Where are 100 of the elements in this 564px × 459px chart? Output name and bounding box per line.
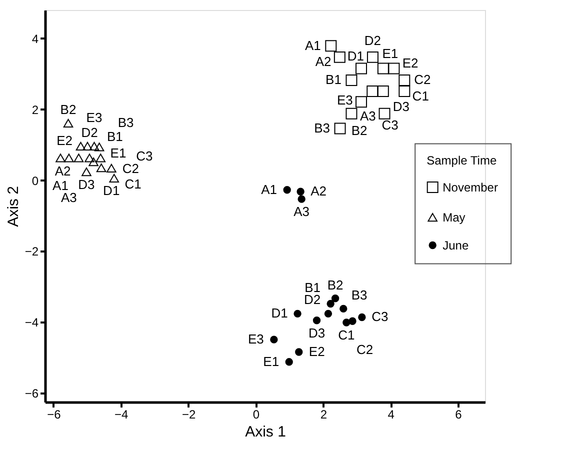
data-label: E3 — [86, 110, 102, 126]
legend-title: Sample Time — [426, 153, 497, 168]
y-tick-label: −4 — [24, 316, 39, 330]
data-label: A2 — [54, 163, 71, 178]
x-tick-label: 2 — [320, 408, 328, 422]
data-label: C3 — [382, 118, 398, 133]
x-tick-label: 6 — [455, 408, 462, 422]
point — [356, 62, 368, 74]
y-tick-label: 4 — [32, 32, 39, 46]
point — [109, 174, 120, 182]
point — [356, 96, 368, 108]
point — [346, 108, 358, 120]
x-tick-label: −6 — [47, 408, 62, 422]
point — [84, 154, 94, 162]
legend-label: November — [442, 180, 498, 194]
data-label: A3 — [360, 108, 376, 124]
x-tick-label: −2 — [182, 408, 196, 422]
y-tick-label: 2 — [32, 102, 39, 117]
point — [270, 336, 278, 344]
point — [96, 164, 106, 172]
legend-label: June — [442, 238, 469, 252]
point — [325, 40, 337, 52]
data-label: C1 — [124, 176, 142, 192]
point — [285, 358, 293, 366]
point — [312, 316, 321, 324]
data-label: E1 — [263, 354, 280, 369]
y-tick-label: −2 — [24, 244, 39, 259]
data-label: E1 — [382, 46, 398, 61]
legend-label: May — [442, 210, 466, 224]
point — [82, 142, 92, 151]
data-label: B3 — [351, 287, 368, 302]
point — [377, 62, 389, 74]
point — [326, 300, 334, 308]
point — [96, 154, 106, 162]
point — [342, 318, 350, 326]
point — [82, 167, 92, 176]
data-label: E1 — [110, 146, 126, 161]
data-label: A2 — [310, 184, 327, 199]
point — [348, 317, 356, 325]
point — [366, 51, 378, 63]
point — [64, 154, 74, 162]
point — [294, 310, 302, 318]
data-label: A2 — [315, 54, 332, 70]
point — [398, 85, 410, 97]
data-label: C1 — [412, 88, 429, 104]
point — [398, 74, 410, 86]
x-tick-label: −4 — [114, 408, 129, 422]
data-label: C2 — [356, 342, 374, 357]
data-label: B2 — [327, 277, 344, 292]
point — [74, 154, 84, 162]
data-label: B3 — [118, 114, 134, 130]
data-label: D1 — [347, 48, 364, 64]
data-label: D3 — [308, 325, 326, 340]
point — [89, 142, 100, 151]
y-axis-title: Axis 2 — [4, 186, 22, 227]
point — [340, 304, 348, 313]
data-label: E2 — [402, 56, 418, 71]
point — [331, 294, 340, 302]
data-label: C3 — [372, 309, 388, 324]
point — [106, 164, 116, 173]
x-tick-label: 4 — [388, 408, 395, 422]
point — [56, 154, 66, 162]
point — [358, 313, 366, 322]
x-axis-title: Axis 1 — [245, 424, 286, 440]
point — [283, 186, 291, 194]
data-label: E2 — [56, 133, 72, 148]
point — [378, 108, 390, 120]
data-label: E3 — [336, 92, 353, 108]
point — [366, 85, 378, 97]
point — [324, 310, 332, 318]
y-tick-label: −6 — [24, 386, 39, 401]
data-label: D3 — [78, 176, 95, 192]
point — [296, 188, 304, 196]
data-label: B3 — [314, 120, 330, 136]
data-label: B2 — [60, 102, 76, 118]
data-label: C2 — [122, 160, 139, 176]
data-label: D2 — [364, 33, 382, 48]
point — [295, 348, 303, 356]
data-label: A3 — [294, 204, 310, 220]
data-label: D1 — [271, 306, 288, 321]
point — [334, 122, 346, 134]
data-label: D1 — [103, 183, 120, 198]
point — [346, 74, 358, 86]
data-label: C3 — [136, 148, 153, 164]
data-label: B1 — [107, 128, 123, 144]
point — [298, 195, 306, 203]
data-label: C2 — [414, 72, 431, 88]
x-tick-label: 0 — [252, 408, 260, 422]
data-label: E2 — [308, 344, 325, 359]
point — [377, 85, 389, 97]
data-label: A1 — [261, 182, 278, 197]
point — [63, 118, 74, 128]
point — [388, 62, 400, 74]
point — [94, 142, 104, 152]
data-label: D2 — [81, 124, 98, 140]
data-label: D3 — [392, 98, 410, 114]
data-label: C1 — [338, 328, 355, 343]
data-label: A1 — [304, 38, 321, 53]
point — [76, 142, 86, 151]
point — [334, 51, 346, 63]
